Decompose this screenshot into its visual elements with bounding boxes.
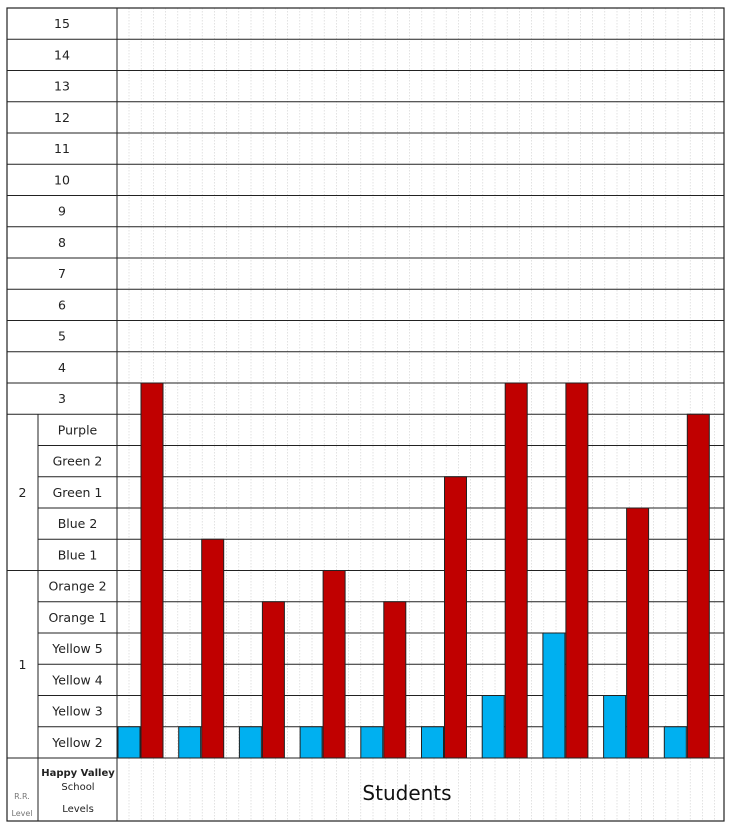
tick-label: 15	[54, 16, 70, 31]
tick-label: 14	[54, 47, 70, 62]
outer-border	[6, 7, 725, 822]
footer-hv-label-line3: Levels	[62, 804, 94, 815]
tick-label: Yellow 3	[51, 704, 102, 719]
rr-group-labels: 12	[19, 414, 39, 821]
tick-label: 8	[58, 235, 66, 250]
bar-series-a-student-3	[238, 726, 262, 759]
bar-series-b-student-9	[626, 507, 650, 759]
bar-series-a-student-7	[481, 695, 505, 759]
tick-label: 9	[58, 204, 66, 219]
level-labels: Yellow 2 Yellow 3 Yellow 4 Yellow 5 Orange 1…	[48, 16, 106, 750]
tick-label: Orange 2	[48, 579, 106, 594]
bar-series-b-student-1	[140, 382, 164, 759]
bars	[117, 382, 710, 759]
tick-label: 3	[58, 391, 66, 406]
tick-label: Blue 2	[58, 516, 98, 531]
tick-label: Blue 1	[58, 547, 98, 562]
chart-frame	[6, 7, 725, 822]
bar-series-b-student-2	[201, 538, 225, 759]
rr-group-label: 1	[19, 657, 27, 672]
bar-series-b-student-6	[444, 476, 467, 759]
tick-label: 12	[54, 110, 70, 125]
bar-series-b-student-4	[322, 570, 346, 759]
bar-series-a-student-10	[663, 726, 687, 759]
footer-rr-label-line2: Level	[11, 809, 32, 818]
row-lines	[7, 7, 724, 759]
bar-series-a-student-8	[542, 632, 566, 759]
bar-series-a-student-1	[117, 726, 141, 759]
bar-series-a-student-9	[603, 695, 627, 759]
tick-label: 7	[58, 266, 66, 281]
tick-label: 10	[54, 172, 70, 187]
tick-label: Yellow 4	[51, 672, 102, 687]
bar-series-a-student-6	[421, 726, 444, 759]
tick-label: 5	[58, 329, 66, 344]
footer-hv-label-line1: Happy Valley	[41, 768, 115, 779]
tick-label: Yellow 2	[51, 735, 102, 750]
tick-label: 6	[58, 297, 66, 312]
tick-label: 11	[54, 141, 70, 156]
tick-label: Green 2	[53, 454, 103, 469]
tick-label: 13	[54, 79, 70, 94]
tick-label: Purple	[58, 422, 98, 437]
bar-series-b-student-5	[383, 601, 407, 759]
students-label: Students	[362, 781, 451, 805]
tick-label: 4	[58, 360, 66, 375]
bar-series-a-student-4	[299, 726, 323, 759]
bar-series-a-student-5	[360, 726, 384, 759]
bar-series-b-student-3	[261, 601, 285, 759]
rr-group-label: 2	[19, 485, 27, 500]
bar-series-b-student-10	[686, 413, 710, 759]
bar-series-b-student-7	[504, 382, 528, 759]
footer-hv-label-line2: School	[61, 782, 94, 793]
bar-series-b-student-8	[565, 382, 589, 759]
footer-rr-label-line1: R.R.	[14, 792, 30, 801]
tick-label: Orange 1	[48, 610, 106, 625]
bar-series-a-student-2	[178, 726, 202, 759]
tick-label: Yellow 5	[51, 641, 102, 656]
tick-label: Green 1	[53, 485, 103, 500]
